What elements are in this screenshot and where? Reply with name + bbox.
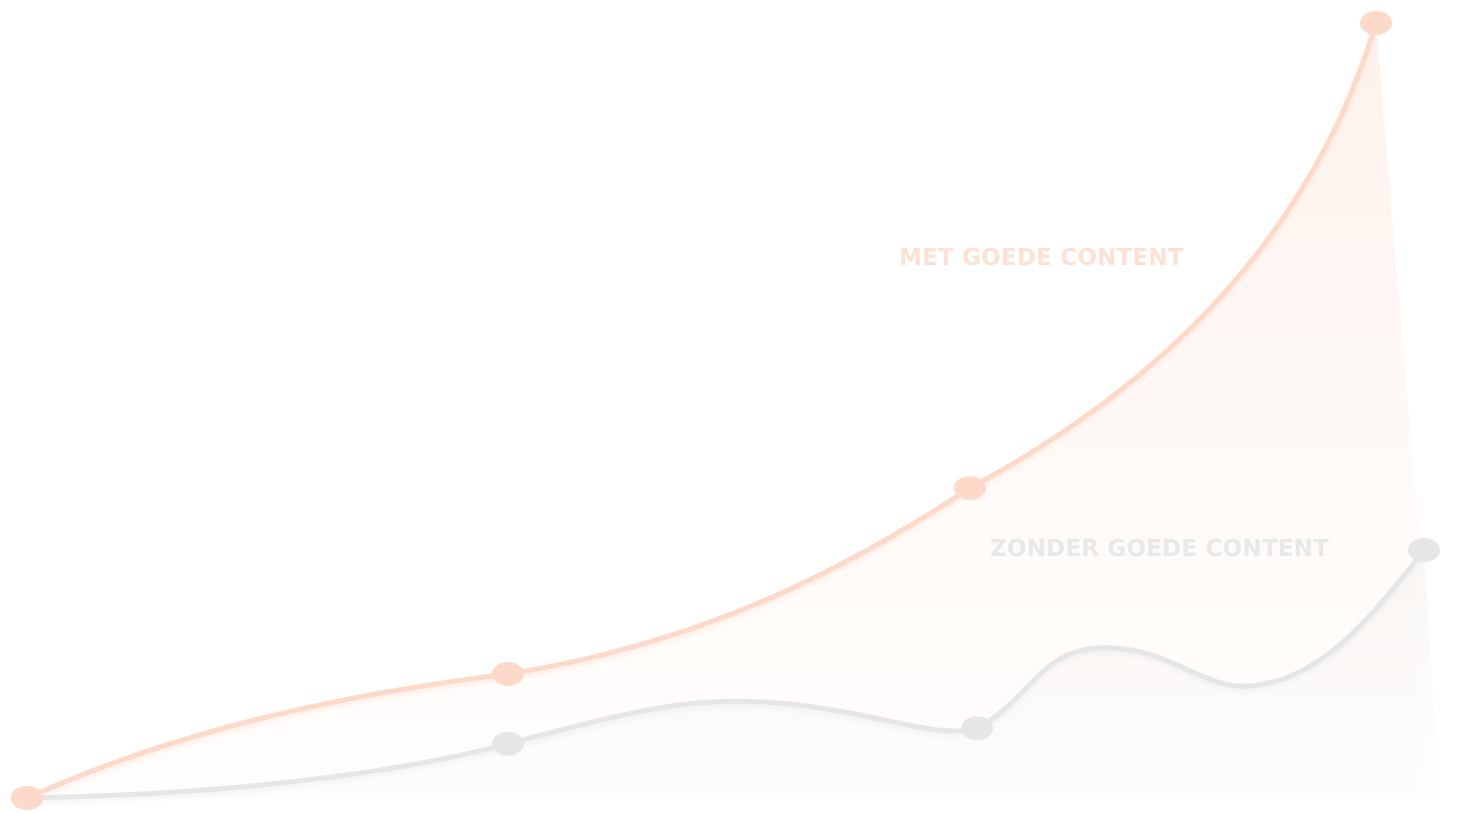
data-point-zonder-goede-content-3 — [1408, 538, 1440, 562]
data-point-met-goede-content-1 — [492, 662, 524, 686]
series-labels: MET GOEDE CONTENT ZONDER GOEDE CONTENT — [899, 245, 1329, 562]
series-line-met-goede-content — [24, 20, 1379, 801]
series-label-met-goede-content: MET GOEDE CONTENT — [899, 245, 1184, 271]
series-points — [11, 11, 1440, 810]
series-line-zonder-goede-content — [24, 547, 1427, 801]
data-point-met-goede-content-0 — [11, 786, 43, 810]
series-line-shadow-zonder-goede-content — [26, 551, 1427, 804]
data-point-met-goede-content-2 — [954, 476, 986, 500]
data-point-zonder-goede-content-2 — [961, 716, 993, 741]
series-label-zonder-goede-content: ZONDER GOEDE CONTENT — [990, 536, 1329, 562]
series-area-met-goede-content — [27, 23, 1420, 798]
series-areas — [27, 23, 1440, 813]
series-lines — [24, 20, 1427, 804]
data-point-met-goede-content-3 — [1360, 11, 1392, 35]
data-point-zonder-goede-content-1 — [492, 731, 524, 756]
